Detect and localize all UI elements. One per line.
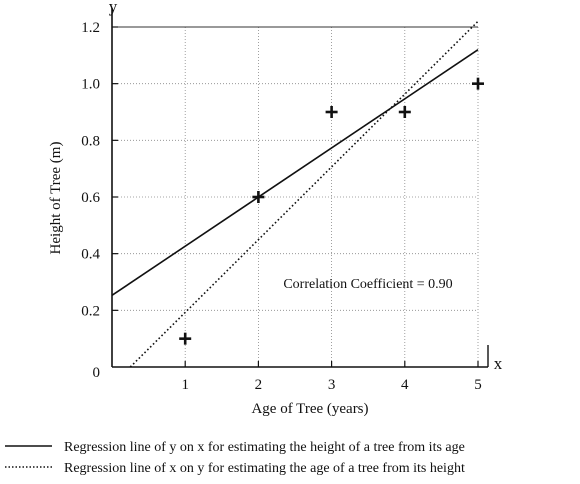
y-tick-label: 0.6	[81, 190, 100, 206]
data-point	[472, 77, 484, 90]
x-tick-label: 5	[474, 377, 482, 393]
axes	[111, 8, 489, 368]
x-axis-title: Age of Tree (years)	[251, 401, 368, 417]
y-tick-label: 1.0	[81, 77, 100, 93]
correlation-annotation: Correlation Coefficient = 0.90	[283, 277, 452, 292]
data-point	[179, 332, 192, 345]
gridlines	[112, 26, 479, 367]
data-point	[325, 106, 338, 118]
x-tick-label: 3	[328, 377, 336, 393]
x-tick-label: 2	[255, 377, 263, 393]
regression-line-y-on-x	[111, 49, 479, 297]
x-tick-label: 1	[181, 377, 189, 393]
regression-lines	[111, 20, 479, 368]
x-axis-letter: x	[494, 354, 503, 373]
legend-label-solid: Regression line of y on x for estimating…	[64, 440, 465, 455]
y-axis-title: Height of Tree (m)	[48, 142, 64, 255]
y-tick-label: 0.8	[81, 133, 100, 149]
y-tick-label: 0.4	[81, 247, 100, 263]
y-axis-letter: y	[109, 0, 118, 16]
tick-labels: 1 2 3 4 5 0 0.2 0.4 0.6 0.8 1.0 1.2	[81, 20, 482, 393]
x-tick-label: 4	[401, 377, 409, 393]
y-tick-label: 0	[93, 365, 101, 381]
data-point	[398, 106, 411, 118]
regression-line-x-on-y	[129, 20, 479, 368]
y-tick-label: 1.2	[81, 20, 100, 36]
data-points	[179, 77, 484, 345]
legend-label-dotted: Regression line of x on y for estimating…	[64, 461, 465, 476]
y-tick-label: 0.2	[81, 303, 100, 319]
data-point	[252, 191, 265, 203]
